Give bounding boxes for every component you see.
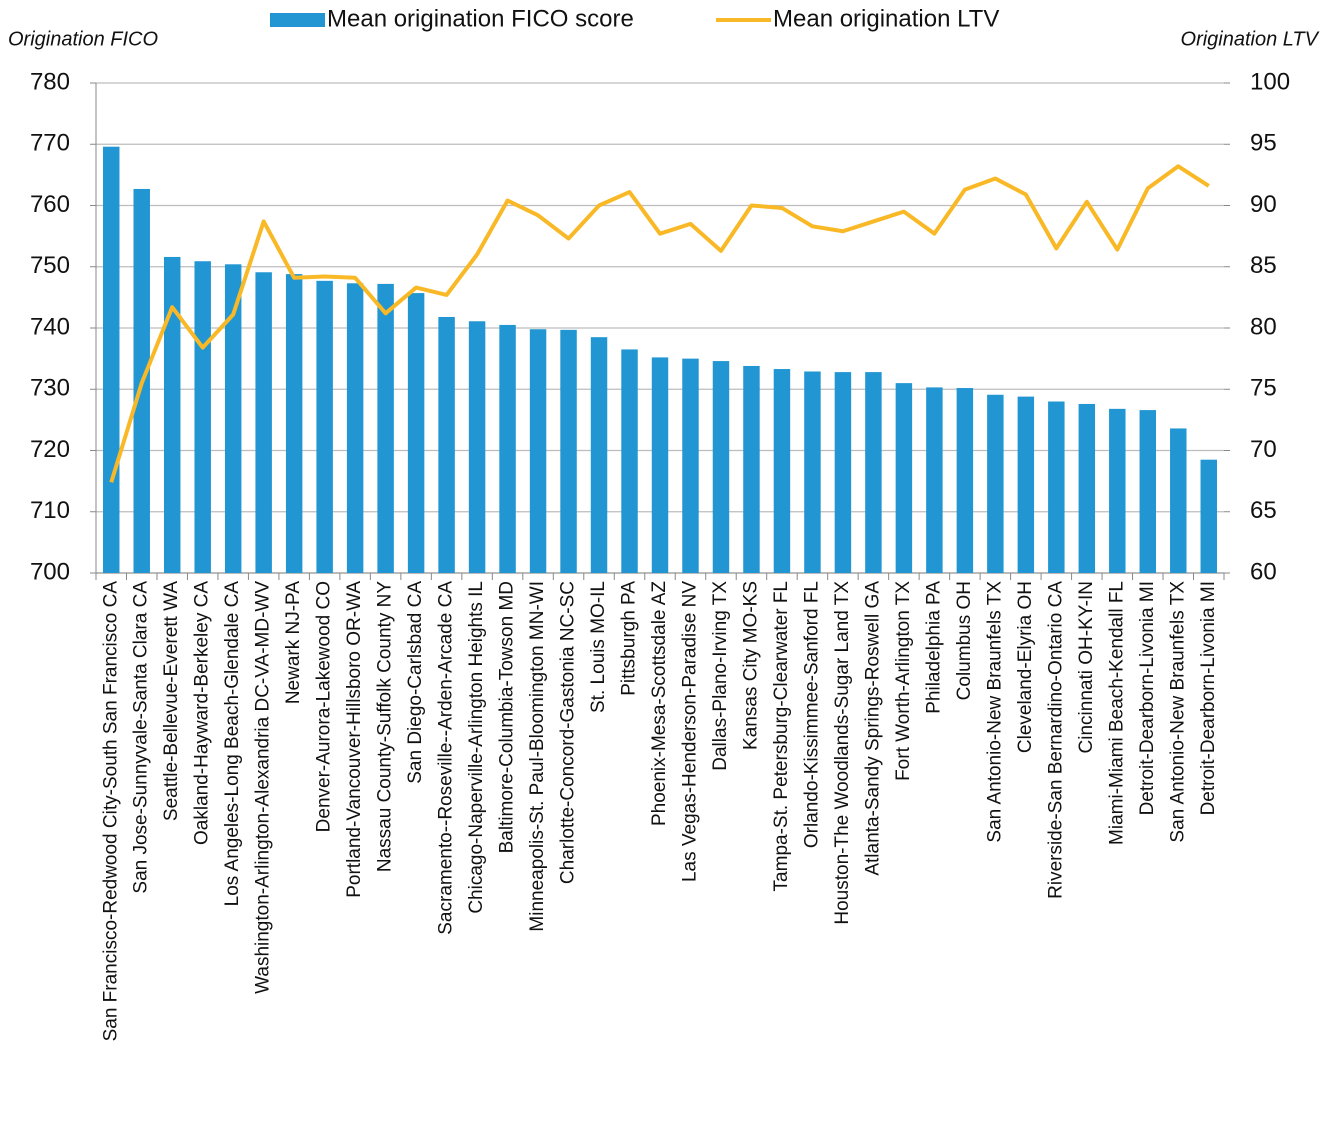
y2-tick-label: 75 bbox=[1250, 375, 1277, 402]
x-tick-label: Denver-Aurora-Lakewood CO bbox=[314, 581, 335, 832]
x-tick-label: Portland-Vancouver-Hillsboro OR-WA bbox=[344, 581, 365, 898]
x-tick-label: Seattle-Bellevue-Everett WA bbox=[161, 581, 182, 821]
bar bbox=[926, 387, 943, 573]
x-tick-label: Cincinnati OH-KY-IN bbox=[1076, 581, 1097, 753]
x-tick-label: Kansas City MO-KS bbox=[740, 581, 761, 750]
bar bbox=[103, 146, 120, 573]
bar bbox=[987, 394, 1004, 573]
x-tick-label: Orlando-Kissimmee-Sanford FL bbox=[801, 581, 822, 848]
bar bbox=[194, 261, 211, 573]
x-tick-label: Los Angeles-Long Beach-Glendale CA bbox=[222, 581, 243, 907]
bar bbox=[804, 371, 821, 573]
legend-label: Mean origination FICO score bbox=[327, 5, 634, 32]
x-tick-label: Baltimore-Columbia-Towson MD bbox=[497, 581, 518, 853]
y2-tick-label: 85 bbox=[1250, 252, 1277, 279]
bar bbox=[956, 388, 974, 573]
y2-tick-label: 90 bbox=[1250, 191, 1277, 218]
x-tick-label: Houston-The Woodlands-Sugar Land TX bbox=[832, 581, 853, 925]
bar bbox=[529, 329, 547, 573]
bar bbox=[590, 337, 608, 573]
x-tick-label: Sacramento--Roseville--Arden-Arcade CA bbox=[436, 581, 457, 935]
x-tick-label: Columbus OH bbox=[954, 581, 975, 700]
x-tick-label: Detroit-Dearborn-Livonia MI bbox=[1198, 581, 1219, 815]
x-tick-label: San Francisco-Redwood City-South San Fra… bbox=[100, 581, 121, 1042]
bar bbox=[224, 264, 242, 573]
x-tick-label: Atlanta-Sandy Springs-Roswell GA bbox=[862, 581, 883, 876]
y-tick-label: 710 bbox=[30, 497, 70, 524]
y2-tick-label: 80 bbox=[1250, 313, 1277, 340]
bar bbox=[499, 324, 516, 573]
y-tick-label: 700 bbox=[30, 558, 70, 585]
bar bbox=[895, 383, 913, 573]
bar bbox=[1170, 428, 1187, 573]
x-tick-label: Newark NJ-PA bbox=[283, 581, 304, 704]
bar bbox=[1017, 396, 1035, 573]
x-tick-label: Detroit-Dearborn-Livonia MI bbox=[1137, 581, 1158, 815]
x-tick-label: Oakland-Hayward-Berkeley CA bbox=[192, 581, 213, 845]
bar bbox=[407, 293, 425, 573]
y2-tick-label: 100 bbox=[1250, 68, 1290, 95]
y2-tick-label: 65 bbox=[1250, 497, 1277, 524]
bar bbox=[285, 274, 303, 573]
x-tick-label: Minneapolis-St. Paul-Bloomington MN-WI bbox=[527, 581, 548, 932]
bar bbox=[560, 329, 577, 573]
bar bbox=[1078, 403, 1096, 573]
y2-tick-label: 70 bbox=[1250, 436, 1277, 463]
x-tick-label: Cleveland-Elyria OH bbox=[1015, 581, 1036, 753]
bar bbox=[163, 256, 181, 573]
y2-tick-label: 95 bbox=[1250, 130, 1277, 157]
bar bbox=[1200, 459, 1217, 573]
x-tick-label: Pittsburgh PA bbox=[619, 581, 640, 696]
legend-label: Mean origination LTV bbox=[773, 5, 999, 32]
x-tick-label: Las Vegas-Henderson-Paradise NV bbox=[680, 581, 701, 882]
x-tick-label: Philadelphia PA bbox=[923, 581, 944, 714]
x-tick-label: San Antonio-New Braunfels TX bbox=[984, 581, 1005, 843]
bar bbox=[1139, 410, 1157, 573]
bar bbox=[621, 349, 638, 573]
bar bbox=[377, 283, 394, 573]
bar bbox=[712, 361, 730, 573]
x-tick-label: San Jose-Sunnyvale-Santa Clara CA bbox=[131, 581, 152, 894]
bar bbox=[682, 358, 699, 573]
bar bbox=[438, 316, 455, 573]
x-tick-label: Chicago-Naperville-Arlington Heights IL bbox=[466, 581, 487, 914]
x-tick-label: Riverside-San Bernardino-Ontario CA bbox=[1045, 581, 1066, 899]
x-tick-label: San Diego-Carlsbad CA bbox=[405, 581, 426, 784]
x-tick-label: Tampa-St. Petersburg-Clearwater FL bbox=[771, 581, 792, 891]
y2-axis-title: Origination LTV bbox=[1181, 28, 1320, 50]
y-tick-label: 780 bbox=[30, 68, 70, 95]
bar bbox=[1048, 401, 1065, 573]
x-tick-label: Nassau County-Suffolk County NY bbox=[375, 581, 396, 872]
y-axis-title: Origination FICO bbox=[8, 28, 158, 50]
bar bbox=[651, 357, 669, 573]
y-tick-label: 770 bbox=[30, 130, 70, 157]
y2-tick-label: 60 bbox=[1250, 558, 1277, 585]
x-tick-label: Dallas-Plano-Irving TX bbox=[710, 581, 731, 771]
bar bbox=[773, 369, 791, 573]
bar bbox=[865, 372, 882, 573]
y-tick-label: 730 bbox=[30, 375, 70, 402]
y-tick-label: 740 bbox=[30, 313, 70, 340]
bar bbox=[255, 272, 272, 573]
x-tick-label: San Antonio-New Braunfels TX bbox=[1167, 581, 1188, 843]
line bbox=[109, 164, 1210, 483]
y-tick-label: 760 bbox=[30, 191, 70, 218]
x-tick-label: Phoenix-Mesa-Scottsdale AZ bbox=[649, 581, 670, 826]
bar bbox=[468, 321, 486, 573]
bar bbox=[316, 280, 333, 573]
x-tick-label: Miami-Miami Beach-Kendall FL bbox=[1106, 581, 1127, 845]
bar bbox=[346, 283, 364, 573]
x-tick-label: Fort Worth-Arlington TX bbox=[893, 581, 914, 781]
bar bbox=[1109, 408, 1126, 573]
y-tick-label: 720 bbox=[30, 436, 70, 463]
x-tick-label: St. Louis MO-IL bbox=[588, 581, 609, 713]
legend-swatch bbox=[270, 13, 325, 27]
bar bbox=[834, 372, 852, 573]
bar bbox=[743, 365, 760, 573]
y-tick-label: 750 bbox=[30, 252, 70, 279]
x-tick-label: Charlotte-Concord-Gastonia NC-SC bbox=[558, 581, 579, 884]
x-tick-label: Washington-Arlington-Alexandria DC-VA-MD… bbox=[253, 581, 274, 994]
